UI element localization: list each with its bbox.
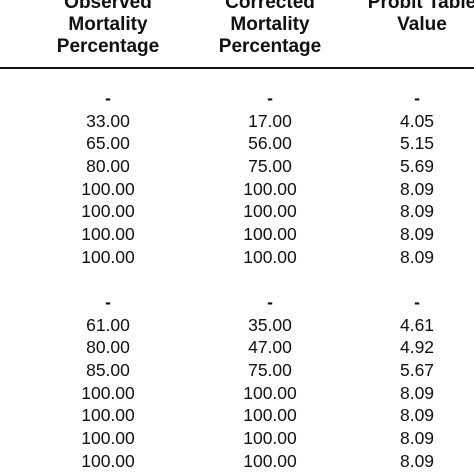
table-row: 61.00 35.00 4.61: [0, 314, 474, 337]
table-row: 80.00 47.00 4.92: [0, 336, 474, 359]
header-line: Mortality: [230, 14, 310, 35]
table-cell: 33.00: [86, 110, 130, 131]
table-cell: 8.09: [399, 450, 435, 471]
table-cell: 100.00: [243, 201, 297, 222]
table-cell: 100.00: [243, 178, 297, 199]
table-cell: 8.09: [399, 246, 435, 267]
table-cell: 5.69: [399, 156, 435, 177]
header-line: Percentage: [56, 36, 160, 57]
table-cell: 100.00: [243, 382, 297, 403]
table-cell: 75.00: [248, 156, 292, 177]
table-cell: 8.09: [399, 428, 435, 449]
table-cell: 100.00: [243, 246, 297, 267]
table-cell: 100.00: [243, 428, 297, 449]
header-line: Mortality: [68, 14, 148, 35]
table-cell: 5.15: [399, 133, 435, 154]
table-cell: 8.09: [399, 224, 435, 245]
table-cell: 100.00: [81, 450, 135, 471]
table-cell: 85.00: [86, 360, 130, 381]
table-cell: 17.00: [248, 110, 292, 131]
table-cell: 4.61: [399, 314, 435, 335]
header-observed-mortality: Observed Mortality Percentage: [28, 0, 188, 58]
header-line: Percentage: [218, 36, 322, 57]
table-cell: 100.00: [243, 405, 297, 426]
table-row: 33.00 17.00 4.05: [0, 110, 474, 133]
header-corrected-mortality: Corrected Mortality Percentage: [190, 0, 350, 58]
table-row: 100.00 100.00 8.09: [0, 200, 474, 223]
table-row: 100.00 100.00 8.09: [0, 246, 474, 269]
dash-row: - - -: [0, 87, 474, 110]
table-cell: 5.67: [399, 360, 435, 381]
table-cell: 100.00: [81, 224, 135, 245]
table-cell: 100.00: [243, 450, 297, 471]
table-header: Observed Mortality Percentage Corrected …: [0, 0, 474, 62]
table-cell: 100.00: [81, 428, 135, 449]
table-cell: 75.00: [248, 360, 292, 381]
table-cell: 80.00: [86, 337, 130, 358]
dash-row: - - -: [0, 291, 474, 314]
table-cell: 80.00: [86, 156, 130, 177]
header-line: Corrected: [225, 0, 315, 13]
table-cell: -: [267, 88, 273, 108]
header-probit-value: Probit Table Value: [352, 0, 474, 36]
table-group-1: - - - 33.00 17.00 4.05 65.00 56.00 5.15 …: [0, 87, 474, 269]
table-cell: 4.92: [399, 337, 435, 358]
header-line: Probit Table: [367, 0, 474, 13]
table-cell: 100.00: [81, 178, 135, 199]
table-cell: -: [414, 292, 420, 312]
table-cell: 8.09: [399, 405, 435, 426]
table-row: 80.00 75.00 5.69: [0, 155, 474, 178]
table-row: 100.00 100.00 8.09: [0, 223, 474, 246]
table-cell: 35.00: [248, 314, 292, 335]
table-cell: 100.00: [243, 224, 297, 245]
table-row: 100.00 100.00 8.09: [0, 450, 474, 473]
table-row: 85.00 75.00 5.67: [0, 359, 474, 382]
table-row: 100.00 100.00 8.09: [0, 404, 474, 427]
table-cell: 8.09: [399, 178, 435, 199]
table-cell: -: [267, 292, 273, 312]
table-cell: 8.09: [399, 382, 435, 403]
table-cell: 100.00: [81, 246, 135, 267]
table-row: 65.00 56.00 5.15: [0, 132, 474, 155]
table-cell: 4.05: [399, 110, 435, 131]
table-cell: 100.00: [81, 405, 135, 426]
table-cell: -: [414, 88, 420, 108]
table-cell: 100.00: [81, 382, 135, 403]
table-cell: 61.00: [86, 314, 130, 335]
header-line: Observed: [64, 0, 152, 13]
table-cell: 47.00: [248, 337, 292, 358]
table-cell: -: [105, 88, 111, 108]
table-row: 100.00 100.00 8.09: [0, 382, 474, 405]
header-line: Value: [397, 14, 447, 35]
table-row: 100.00 100.00 8.09: [0, 178, 474, 201]
table-cell: 65.00: [86, 133, 130, 154]
table-group-2: - - - 61.00 35.00 4.61 80.00 47.00 4.92 …: [0, 291, 474, 473]
header-divider: [0, 67, 474, 69]
table-cell: -: [105, 292, 111, 312]
table-cell: 56.00: [248, 133, 292, 154]
table-cell: 8.09: [399, 201, 435, 222]
table-cell: 100.00: [81, 201, 135, 222]
table-row: 100.00 100.00 8.09: [0, 427, 474, 450]
